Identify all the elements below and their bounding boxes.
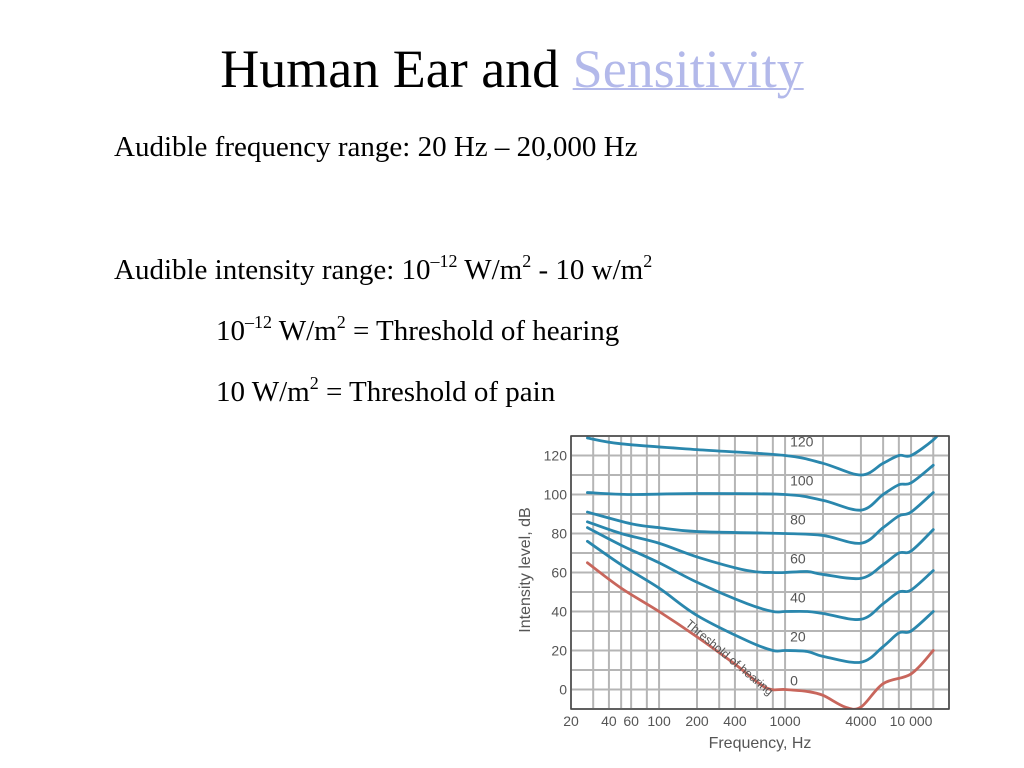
text: Audible intensity range: 10 — [114, 254, 431, 286]
frequency-range-text: Audible frequency range: 20 Hz – 20,000 … — [114, 131, 638, 163]
loudness-curve-40 — [586, 526, 935, 621]
y-tick-label: 20 — [551, 643, 567, 659]
curves — [586, 436, 940, 709]
exponent: 2 — [336, 312, 346, 332]
y-tick-label: 120 — [544, 448, 568, 464]
exponent: 2 — [522, 251, 532, 271]
exponent: –12 — [245, 312, 272, 332]
curve-label: 20 — [790, 629, 806, 645]
x-tick-label: 200 — [685, 713, 709, 729]
x-tick-label: 60 — [623, 713, 639, 729]
loudness-curve-100 — [586, 463, 935, 512]
slide-title: Human Ear and Sensitivity — [0, 34, 1024, 104]
x-tick-label: 10 000 — [890, 713, 933, 729]
y-tick-label: 40 — [551, 604, 567, 620]
text: W/m — [457, 254, 523, 286]
threshold-hearing-text: 10–12 W/m2 = Threshold of hearing — [216, 312, 620, 348]
text: - 10 w/m — [531, 254, 644, 286]
threshold-pain-text: 10 W/m2 = Threshold of pain — [216, 373, 556, 409]
text: 10 W/m — [216, 376, 310, 408]
exponent: 2 — [643, 251, 653, 271]
title-text: Human Ear and — [220, 39, 573, 99]
exponent: –12 — [430, 251, 458, 271]
exponent: 2 — [309, 373, 319, 393]
text: = Threshold of pain — [318, 376, 556, 408]
loudness-curve-120 — [586, 436, 940, 477]
curve-label: 120 — [790, 434, 814, 450]
text: 10 — [216, 315, 245, 347]
curve-label: 80 — [790, 512, 806, 528]
y-tick-label: 80 — [551, 526, 567, 542]
curve-label: 60 — [790, 551, 806, 567]
threshold-curve — [586, 561, 935, 709]
y-axis-label: Intensity level, dB — [517, 507, 534, 632]
x-tick-label: 4000 — [845, 713, 876, 729]
curve-label: 40 — [790, 590, 806, 606]
loudness-curve-60 — [586, 520, 935, 581]
y-tick-label: 60 — [551, 565, 567, 581]
curve-label: 0 — [790, 673, 798, 689]
text: = Threshold of hearing — [345, 315, 620, 347]
x-tick-label: 20 — [563, 713, 579, 729]
intensity-range-text: Audible intensity range: 10–12 W/m2 - 10… — [114, 251, 653, 287]
x-tick-label: 100 — [647, 713, 671, 729]
y-tick-label: 0 — [559, 682, 567, 698]
plot-frame — [570, 435, 950, 710]
x-tick-label: 40 — [601, 713, 617, 729]
curve-label: 100 — [790, 473, 814, 489]
x-tick-label: 1000 — [769, 713, 800, 729]
x-tick-label: 400 — [723, 713, 747, 729]
sensitivity-link[interactable]: Sensitivity — [572, 39, 804, 99]
y-tick-label: 100 — [544, 487, 568, 503]
loudness-curve-80 — [586, 491, 935, 545]
loudness-curve-20 — [586, 539, 935, 664]
x-axis-label: Frequency, Hz — [709, 735, 812, 752]
text: W/m — [272, 315, 337, 347]
